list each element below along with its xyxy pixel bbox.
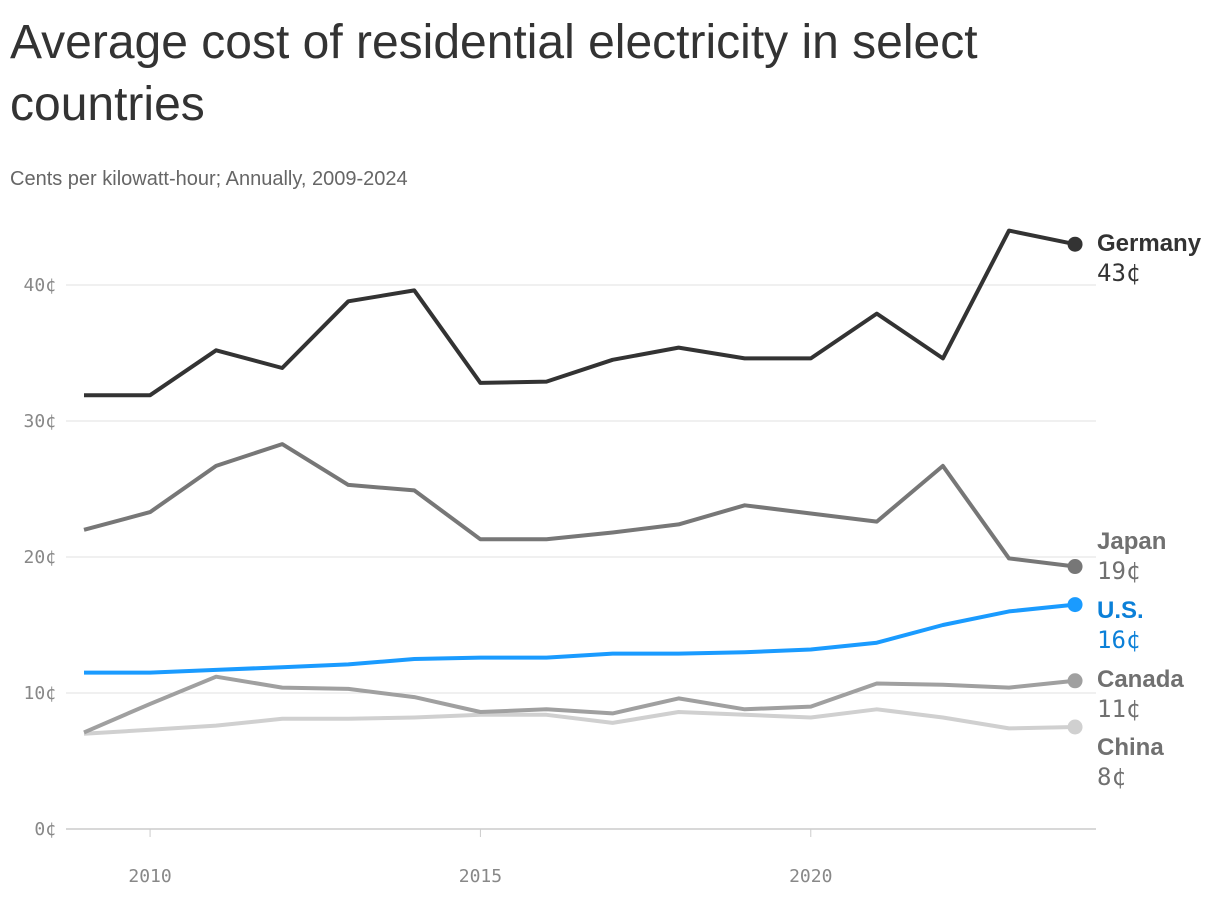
y-tick-label: 20¢ <box>23 547 56 568</box>
y-tick-label: 10¢ <box>23 683 56 704</box>
series-label-name: Germany <box>1097 230 1202 257</box>
series-label-name: Canada <box>1097 666 1184 693</box>
series-label-value: 43¢ <box>1097 259 1140 287</box>
series-label-value: 19¢ <box>1097 557 1140 585</box>
series-end-marker <box>1067 559 1083 575</box>
series-line-germany <box>84 228 1076 398</box>
series-line-japan <box>83 442 1076 569</box>
chart-subtitle: Cents per kilowatt-hour; Annually, 2009-… <box>10 168 408 190</box>
series-label-name: U.S. <box>1097 597 1144 624</box>
series-label-value: 11¢ <box>1097 695 1140 723</box>
y-tick-label: 0¢ <box>34 819 56 840</box>
series-end-marker <box>1067 673 1083 689</box>
series-label-value: 16¢ <box>1097 626 1140 654</box>
x-tick-label: 2015 <box>459 866 502 887</box>
x-tick-label: 2020 <box>789 866 832 887</box>
series-line-china <box>83 707 1076 736</box>
series-end-marker <box>1067 719 1083 735</box>
series-label-name: China <box>1097 734 1164 761</box>
x-tick-label: 2010 <box>128 866 171 887</box>
y-tick-label: 40¢ <box>23 275 56 296</box>
chart-title: Average cost of residential electricity … <box>10 16 978 131</box>
series-line-canada <box>83 674 1076 735</box>
series-label-name: Japan <box>1097 528 1166 555</box>
y-tick-label: 30¢ <box>23 411 56 432</box>
series-label-value: 8¢ <box>1097 763 1126 791</box>
series-line-us <box>84 602 1076 675</box>
series-end-marker <box>1067 236 1083 252</box>
series-end-marker <box>1067 597 1083 613</box>
